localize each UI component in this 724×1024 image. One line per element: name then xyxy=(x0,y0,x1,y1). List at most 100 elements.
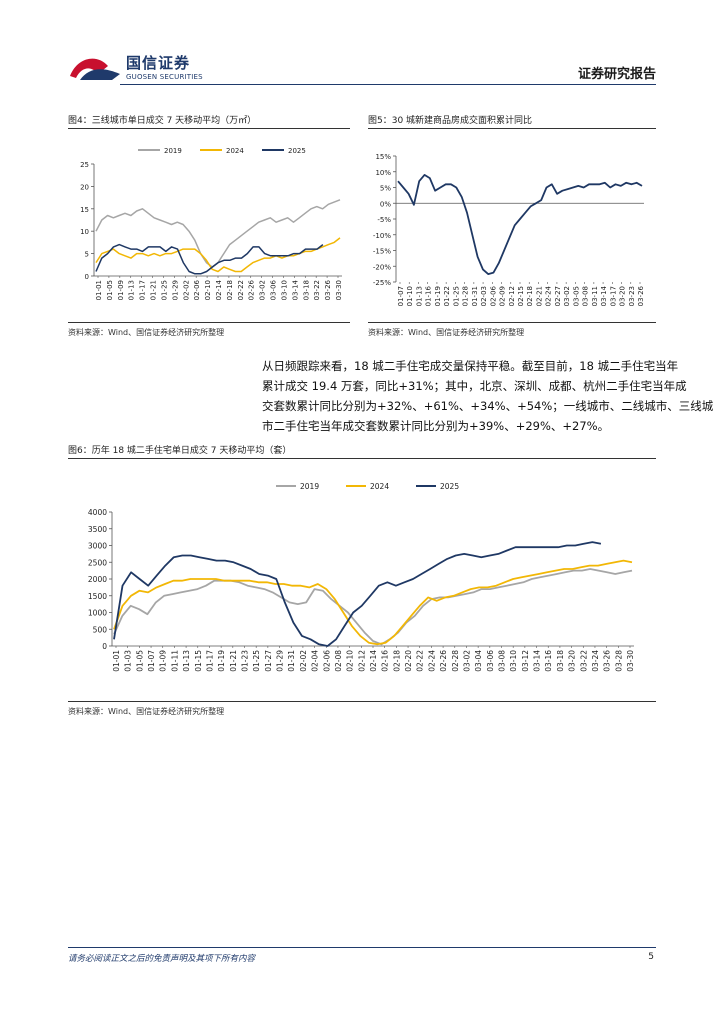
x-tick-label: 02-22 xyxy=(416,650,425,672)
x-tick-label: 01-13 xyxy=(128,280,136,300)
x-tick-label: 01-21 xyxy=(229,650,238,672)
x-tick-label: 02-02 xyxy=(182,280,190,300)
x-tick-label: 01-16 xyxy=(425,285,433,306)
guosen-logo-icon xyxy=(70,58,120,80)
x-tick-label: 01-09 xyxy=(117,280,125,300)
x-tick-label: 01-13 xyxy=(182,650,191,672)
x-tick-label: 03-23 xyxy=(628,286,636,306)
x-tick-label: 02-24 xyxy=(427,650,436,672)
fig5-title-rule xyxy=(368,128,656,129)
x-tick-label: 01-19 xyxy=(217,650,226,672)
x-tick-label: 01-07 xyxy=(147,650,156,672)
header-divider xyxy=(120,84,656,85)
x-tick-label: 01-05 xyxy=(135,650,144,672)
x-tick-label: 01-29 xyxy=(276,650,285,672)
x-tick-label: 01-03 xyxy=(124,650,133,672)
legend-label: 2025 xyxy=(288,147,306,155)
series-line-main xyxy=(397,174,643,276)
x-tick-label: 02-10 xyxy=(204,280,212,300)
y-tick-label: -15% xyxy=(373,248,391,256)
y-tick-label: 500 xyxy=(93,625,108,634)
x-tick-label: 03-22 xyxy=(313,280,321,300)
y-tick-label: 5% xyxy=(380,185,391,193)
y-tick-label: 0 xyxy=(85,273,89,281)
footer-divider xyxy=(68,947,656,948)
y-tick-label: 10 xyxy=(80,228,89,236)
fig5-bottom-rule xyxy=(368,322,656,323)
x-tick-label: 01-31 xyxy=(471,286,479,306)
y-tick-label: 10% xyxy=(375,169,391,177)
legend-label: 2025 xyxy=(440,482,459,491)
x-tick-label: 03-10 xyxy=(280,280,288,300)
series-line-2019 xyxy=(113,568,633,646)
body-line: 市二手住宅当年成交套数累计同比分别为+39%、+29%、+27%。 xyxy=(262,419,610,433)
x-tick-label: 01-27 xyxy=(264,650,273,672)
y-tick-label: 25 xyxy=(80,161,89,169)
x-tick-label: 02-15 xyxy=(517,286,525,306)
x-tick-label: 03-16 xyxy=(544,650,553,672)
header: 国信证券 GUOSEN SECURITIES 证券研究报告 xyxy=(0,0,724,90)
x-tick-label: 03-10 xyxy=(509,650,518,672)
x-tick-label: 01-17 xyxy=(139,280,147,300)
legend-label: 2019 xyxy=(300,482,319,491)
legend-label: 2024 xyxy=(370,482,389,491)
legend-label: 2019 xyxy=(164,147,182,155)
fig6-bottom-rule xyxy=(68,701,656,702)
y-tick-label: 3000 xyxy=(88,542,107,551)
x-tick-label: 03-18 xyxy=(302,280,310,300)
x-tick-label: 01-28 xyxy=(462,286,470,306)
x-tick-label: 03-26 xyxy=(603,650,612,672)
y-tick-label: 15% xyxy=(375,153,391,161)
x-tick-label: 01-31 xyxy=(287,650,296,672)
x-tick-label: 03-05 xyxy=(572,286,580,306)
fig4-source: 资料来源：Wind、国信证券经济研究所整理 xyxy=(68,328,225,337)
x-tick-label: 02-22 xyxy=(237,280,245,300)
x-tick-label: 01-17 xyxy=(205,650,214,672)
x-tick-label: 03-30 xyxy=(335,280,343,300)
x-tick-label: 02-12 xyxy=(357,650,366,672)
fig5-source: 资料来源：Wind、国信证券经济研究所整理 xyxy=(368,328,525,337)
series-line-2024 xyxy=(113,559,633,646)
x-tick-label: 01-21 xyxy=(150,280,158,300)
x-tick-label: 01-05 xyxy=(106,280,114,300)
x-tick-label: 03-18 xyxy=(556,650,565,672)
y-tick-label: 4000 xyxy=(88,508,107,517)
logo-text-en: GUOSEN SECURITIES xyxy=(126,73,203,81)
x-tick-label: 01-19 xyxy=(434,286,442,306)
x-tick-label: 02-06 xyxy=(489,285,497,306)
body-line: 累计成交 19.4 万套，同比+31%；其中，北京、深圳、成都、杭州二手住宅当年… xyxy=(262,379,687,393)
fig6-title-rule xyxy=(68,458,656,459)
fig6-title: 图6：历年 18 城二手住宅单日成交 7 天移动平均（套） xyxy=(68,446,292,456)
report-type: 证券研究报告 xyxy=(577,67,656,82)
x-tick-label: 02-27 xyxy=(554,286,562,306)
x-tick-label: 02-26 xyxy=(439,650,448,672)
x-tick-label: 02-18 xyxy=(526,286,534,306)
x-tick-label: 01-22 xyxy=(443,286,451,306)
body-line: 交套数累计同比分别为+32%、+61%、+34%、+54%；一线城市、二线城市、… xyxy=(262,399,714,413)
x-tick-label: 02-24 xyxy=(545,285,553,306)
series-line-2024 xyxy=(95,237,341,273)
x-tick-label: 01-01 xyxy=(95,280,103,300)
x-tick-label: 02-10 xyxy=(346,650,355,672)
y-tick-label: 5 xyxy=(85,251,89,259)
x-tick-label: 03-20 xyxy=(619,286,627,306)
x-tick-label: 01-01 xyxy=(112,650,121,672)
x-tick-label: 02-28 xyxy=(451,650,460,672)
x-tick-label: 03-17 xyxy=(609,286,617,306)
x-tick-label: 03-14 xyxy=(291,279,299,300)
y-tick-label: 2000 xyxy=(88,575,107,584)
y-tick-label: 20 xyxy=(80,183,89,191)
fig4-bottom-rule xyxy=(68,322,350,323)
x-tick-label: 03-20 xyxy=(568,650,577,672)
y-tick-label: 2500 xyxy=(88,558,107,567)
x-tick-label: 02-12 xyxy=(508,286,516,306)
x-tick-label: 02-08 xyxy=(334,650,343,672)
x-tick-label: 01-25 xyxy=(160,280,168,300)
body-paragraph: 从日频跟踪来看，18 城二手住宅成交量保持平稳。截至目前，18 城二手住宅当年 … xyxy=(262,356,714,436)
x-tick-label: 01-11 xyxy=(170,650,179,672)
x-tick-label: 03-02 xyxy=(462,650,471,672)
x-tick-label: 02-03 xyxy=(480,286,488,306)
x-tick-label: 03-08 xyxy=(582,286,590,306)
x-tick-label: 01-13 xyxy=(415,286,423,306)
